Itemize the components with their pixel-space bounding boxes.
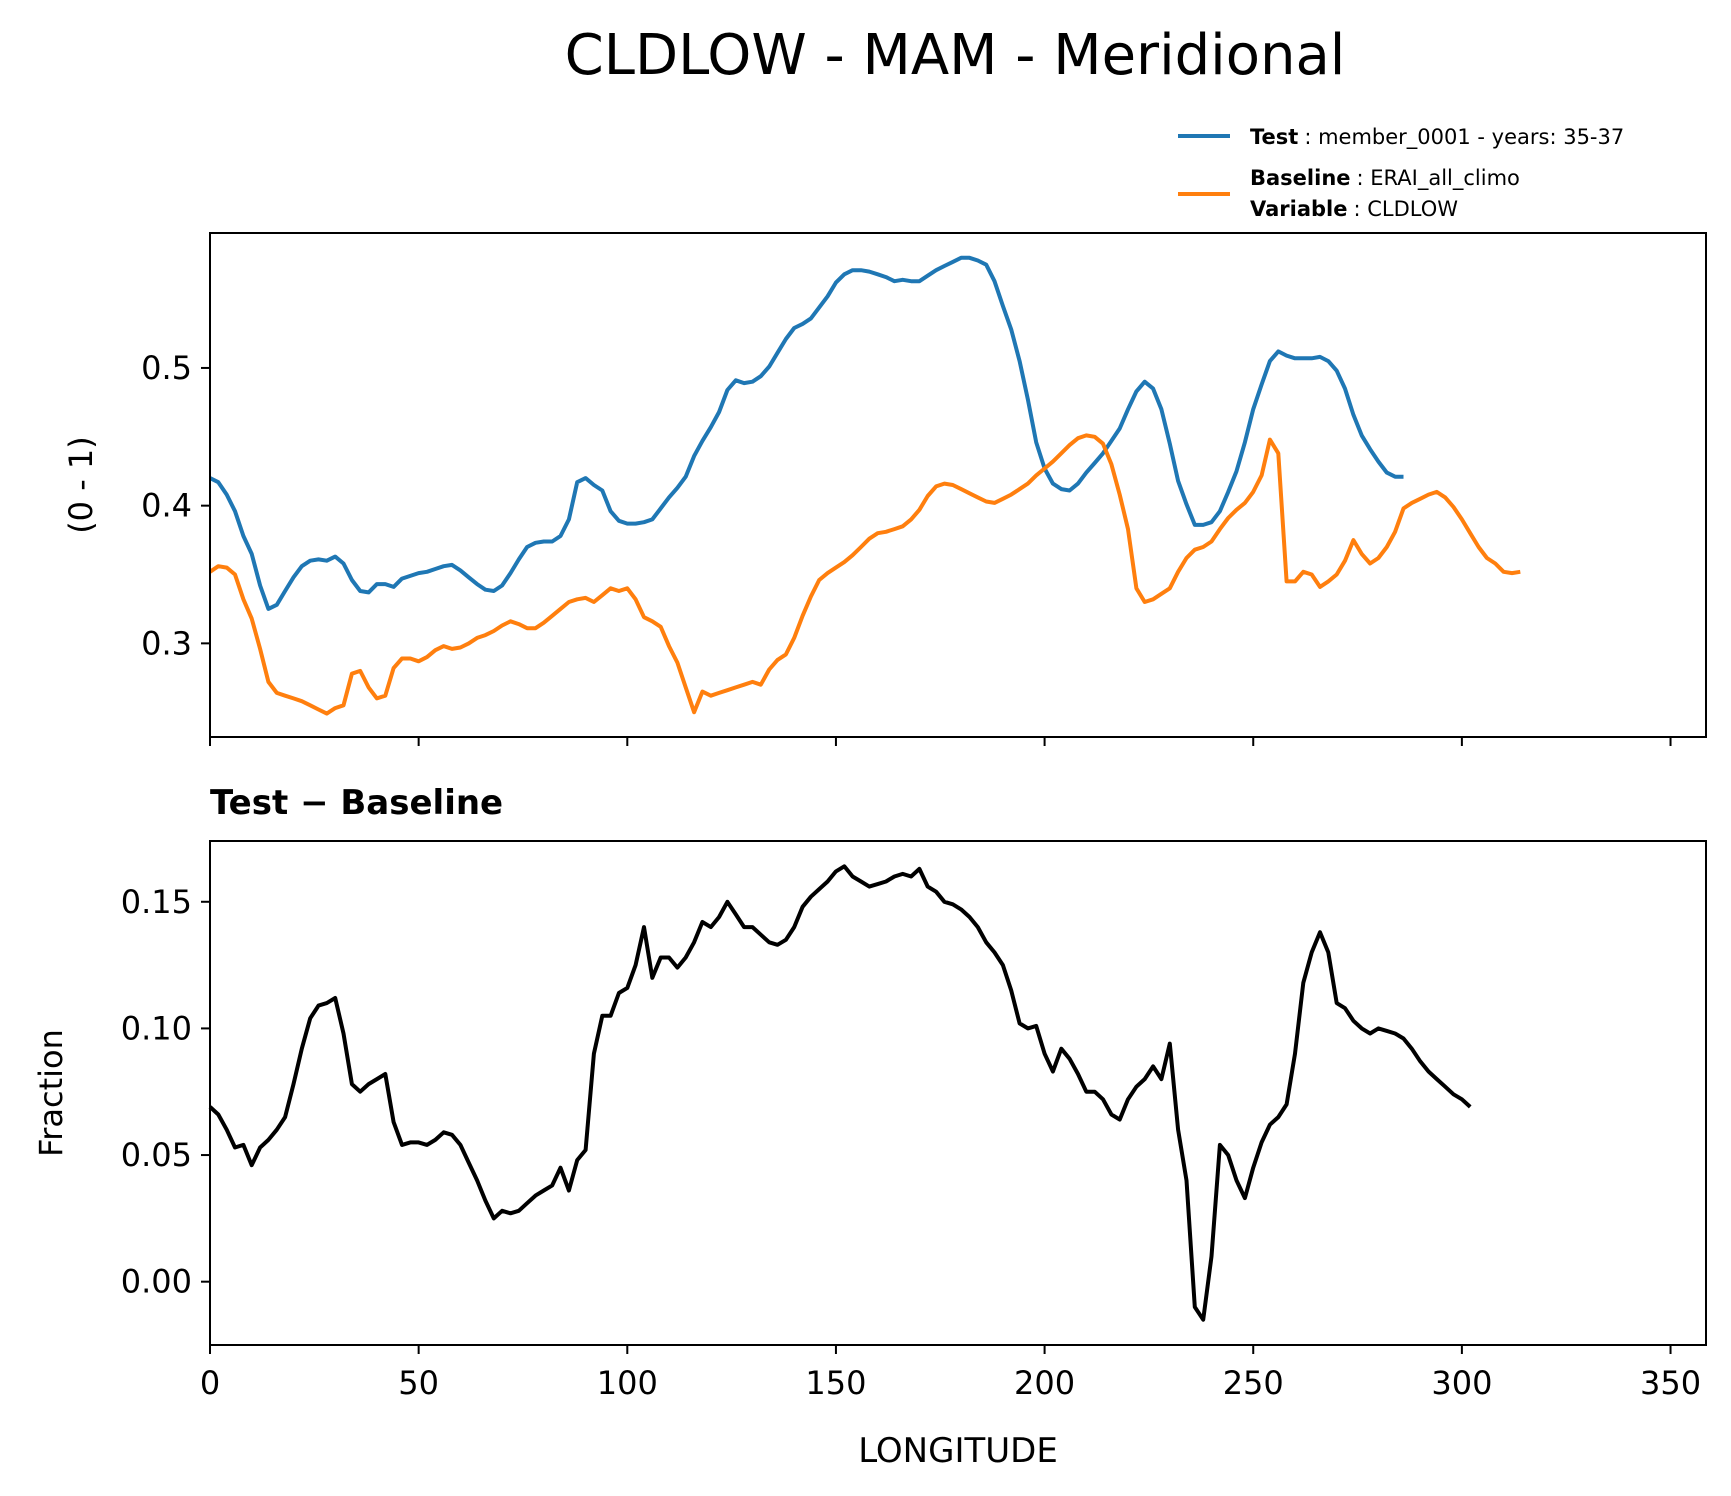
top-panel: 0.3 0.4 0.5 (0 - 1) bbox=[62, 232, 1707, 746]
y-tick-label-0.5: 0.5 bbox=[141, 349, 192, 387]
x-tick-label-350: 350 bbox=[1640, 1364, 1701, 1402]
bottom-y-label: Fraction bbox=[32, 1029, 70, 1157]
bottom-plot-area bbox=[208, 864, 1472, 1322]
top-axes-frame bbox=[209, 232, 1707, 738]
legend-test-value: : member_0001 - years: 35-37 bbox=[1304, 125, 1624, 150]
x-axis-label: LONGITUDE bbox=[858, 1431, 1058, 1471]
y-tick-label-0.10: 0.10 bbox=[121, 1009, 192, 1047]
top-plot-area bbox=[208, 255, 1521, 716]
y-tick-label-0.05: 0.05 bbox=[121, 1136, 192, 1174]
legend-baseline-key: Baseline bbox=[1250, 166, 1351, 190]
figure-title: CLDLOW - MAM - Meridional bbox=[565, 23, 1346, 88]
series-line-test bbox=[209, 255, 1404, 611]
legend: Test: member_0001 - years: 35-37 Baselin… bbox=[1178, 125, 1624, 221]
bottom-panel: Test − Baseline 0 50 100 150 200 250 300 350 0.0… bbox=[32, 783, 1707, 1471]
top-ticks: 0.3 0.4 0.5 bbox=[141, 349, 1672, 746]
bottom-panel-title: Test − Baseline bbox=[210, 783, 503, 823]
y-tick-label-0.4: 0.4 bbox=[141, 487, 192, 525]
x-tick-label-150: 150 bbox=[805, 1364, 866, 1402]
series-line-baseline bbox=[208, 433, 1521, 716]
bottom-axes-frame bbox=[209, 840, 1707, 1346]
legend-entry-test: Test: member_0001 - years: 35-37 bbox=[1250, 125, 1624, 150]
legend-entry-baseline: Baseline: ERAI_all_climo bbox=[1250, 166, 1520, 191]
x-tick-label-200: 200 bbox=[1014, 1364, 1075, 1402]
legend-variable-key: Variable bbox=[1250, 197, 1347, 221]
top-y-label: (0 - 1) bbox=[62, 436, 100, 534]
series-line-test-baseline-diff bbox=[208, 864, 1472, 1322]
y-tick-label-0.15: 0.15 bbox=[121, 883, 192, 921]
x-tick-label-300: 300 bbox=[1431, 1364, 1492, 1402]
x-tick-label-0: 0 bbox=[200, 1364, 220, 1402]
legend-baseline-value: : ERAI_all_climo bbox=[1357, 166, 1520, 191]
x-tick-label-250: 250 bbox=[1223, 1364, 1284, 1402]
x-tick-label-50: 50 bbox=[398, 1364, 439, 1402]
x-tick-label-100: 100 bbox=[597, 1364, 658, 1402]
legend-test-key: Test bbox=[1250, 125, 1298, 149]
legend-variable-value: : CLDLOW bbox=[1353, 197, 1458, 221]
y-tick-label-0.00: 0.00 bbox=[121, 1263, 192, 1301]
legend-entry-variable: Variable: CLDLOW bbox=[1250, 197, 1458, 221]
y-tick-label-0.3: 0.3 bbox=[141, 624, 192, 662]
bottom-ticks: 0 50 100 150 200 250 300 350 0.00 0.05 0.10 0.15 bbox=[121, 883, 1701, 1402]
